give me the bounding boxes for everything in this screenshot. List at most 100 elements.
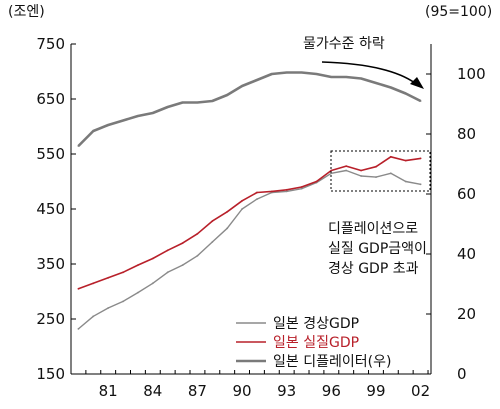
series-1-point: [166, 249, 169, 252]
series-2-point: [92, 130, 95, 132]
series-2-point: [137, 115, 139, 117]
series-1-point: [226, 210, 229, 213]
series-2-point: [166, 106, 169, 108]
y-right-unit: (95=100): [425, 4, 492, 20]
series-0-point: [181, 264, 184, 266]
legend-label-deflator: 일본 디플레이터(우): [273, 354, 391, 370]
series-1-point: [419, 157, 422, 160]
deflation-note-line-3: 경상 GDP 초과: [328, 261, 419, 277]
series-2-point: [226, 94, 229, 96]
x-tick-label: 02: [411, 382, 430, 400]
series-0-point: [375, 176, 377, 179]
series-1-point: [404, 159, 407, 162]
series-line-0: [77, 169, 421, 330]
series-2-point: [151, 112, 154, 114]
y-right-tick-label: 20: [457, 305, 476, 323]
price-decline-arrow: [321, 61, 416, 84]
series-layer: [77, 71, 422, 330]
series-line-2: [77, 71, 422, 147]
series-0-point: [137, 291, 139, 294]
series-1-point: [315, 180, 318, 183]
series-2-point: [300, 71, 303, 74]
deflation-note-line-2: 실질 GDP금액이: [328, 241, 427, 257]
series-1-point: [107, 276, 110, 279]
price-decline-arrowhead: [410, 77, 424, 89]
series-0-point: [211, 241, 214, 243]
series-0-point: [151, 282, 154, 285]
series-0-point: [77, 328, 80, 330]
y-right-tick-label: 40: [457, 245, 476, 263]
x-tick-label: 84: [143, 382, 162, 400]
series-0-point: [241, 208, 244, 210]
x-tick-label: 99: [366, 382, 385, 400]
divergence-highlight-box: [330, 150, 431, 192]
series-2-point: [77, 145, 80, 147]
y-left-tick-label: 750: [36, 35, 65, 53]
series-0-point: [226, 227, 229, 230]
series-0-point: [360, 175, 362, 177]
series-1-point: [285, 188, 288, 191]
series-2-point: [360, 77, 362, 80]
series-0-point: [404, 180, 407, 183]
series-2-point: [196, 101, 199, 104]
legend: 일본 경상GDP 일본 실질GDP 일본 디플레이터(우): [236, 316, 391, 370]
series-2-point: [211, 100, 214, 102]
series-1-point: [137, 264, 139, 266]
price-decline-label: 물가수준 하락: [303, 36, 385, 52]
series-1-point: [92, 282, 95, 285]
series-2-point: [315, 73, 318, 75]
y-left-tick-label: 450: [36, 200, 65, 218]
x-tick-label: 93: [277, 382, 296, 400]
y-left-tick-label: 350: [36, 255, 65, 273]
series-1-point: [256, 191, 258, 194]
series-0-point: [196, 254, 199, 257]
x-tick-label: 87: [188, 382, 207, 400]
series-1-point: [300, 186, 303, 188]
deflation-note-line-1: 디플레이션으로: [328, 221, 418, 237]
y-left-unit: (조엔): [8, 4, 45, 20]
series-2-point: [345, 76, 348, 78]
series-2-point: [122, 119, 124, 122]
series-2-point: [107, 124, 110, 126]
series-2-point: [241, 85, 244, 87]
series-2-point: [404, 92, 407, 95]
series-0-point: [389, 172, 392, 175]
series-2-point: [285, 71, 288, 74]
series-1-point: [77, 287, 80, 290]
series-1-point: [345, 165, 348, 168]
y-right-tick-label: 0: [457, 365, 467, 383]
series-1-point: [151, 257, 154, 260]
series-1-point: [360, 169, 362, 172]
series-0-point: [300, 187, 303, 190]
legend-label-real-gdp: 일본 실질GDP: [273, 335, 359, 351]
series-1-point: [270, 190, 273, 193]
series-0-point: [107, 307, 110, 309]
x-tick-label: 90: [233, 382, 252, 400]
series-line-1: [78, 156, 421, 290]
series-2-point: [181, 101, 184, 104]
series-1-point: [211, 220, 214, 223]
series-2-point: [419, 100, 422, 102]
y-left-tick-label: 650: [36, 90, 65, 108]
y-right-tick-label: 80: [457, 125, 476, 143]
series-0-point: [92, 315, 95, 318]
series-1-point: [330, 169, 333, 172]
y-right-tick-label: 100: [457, 65, 486, 83]
series-2-point: [389, 86, 392, 89]
series-0-point: [166, 271, 169, 274]
x-tick-label: 96: [322, 382, 341, 400]
series-1-point: [122, 271, 124, 274]
series-1-point: [181, 242, 184, 245]
series-2-point: [256, 79, 258, 81]
y-left-tick-label: 550: [36, 145, 65, 163]
series-0-point: [419, 183, 422, 186]
series-1-point: [241, 199, 244, 202]
series-2-point: [375, 82, 377, 84]
y-left-tick-label: 250: [36, 310, 65, 328]
series-1-point: [196, 232, 199, 235]
series-1-point: [389, 155, 392, 158]
y-right-tick-label: 60: [457, 185, 476, 203]
series-0-point: [256, 198, 258, 201]
y-left-tick-label: 150: [36, 365, 65, 383]
